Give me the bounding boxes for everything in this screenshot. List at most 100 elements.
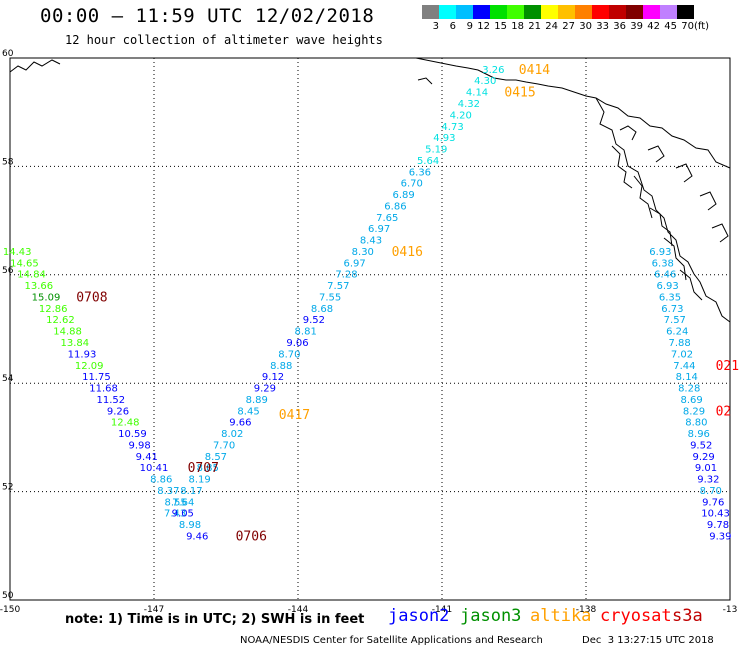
swh-value-label: 10.43: [701, 509, 730, 520]
swh-value-label: 5.19: [425, 145, 447, 156]
island-outline: [649, 207, 673, 247]
swh-value-label: 7.70: [213, 440, 235, 451]
swh-value-label: 6.24: [666, 327, 688, 338]
swh-value-label: 10.59: [118, 429, 147, 440]
swh-value-label: 8.81: [295, 327, 317, 338]
color-scale-label: 30: [579, 21, 592, 32]
color-swatch: [575, 5, 592, 19]
swh-value-label: 4.93: [433, 133, 455, 144]
swh-value-label: 8.70: [700, 486, 722, 497]
legend-entry-jason2: jason2: [388, 606, 450, 626]
swh-value-label: 8.68: [311, 304, 333, 315]
color-scale-label: 15: [494, 21, 507, 32]
swh-value-label: 8.02: [221, 429, 243, 440]
color-swatch: [558, 5, 575, 19]
lon-tick-label: -147: [144, 605, 164, 615]
swh-value-label: 5.64: [417, 156, 439, 167]
lat-tick-label: 52: [2, 483, 13, 493]
color-scale-label: 12: [477, 21, 490, 32]
island-outline: [633, 175, 653, 219]
color-swatch: [473, 5, 490, 19]
swh-value-label: 6.46: [654, 270, 676, 281]
island-outline: [611, 145, 633, 189]
swh-value-label: 15.09: [32, 292, 61, 303]
swh-value-label: 4.73: [441, 122, 463, 133]
swh-value-label: 8.85: [197, 463, 219, 474]
swh-value-label: 6.73: [661, 304, 683, 315]
swh-value-label: 8.57: [205, 452, 227, 463]
swh-value-label: 8.96: [688, 429, 710, 440]
swh-value-label: 6.97: [344, 258, 366, 269]
color-scale-label: 3: [432, 21, 439, 32]
time-marker-label: 0417: [279, 408, 310, 423]
color-swatch: [609, 5, 626, 19]
time-marker-label: 0415: [504, 86, 535, 101]
swh-value-label: 11.68: [89, 384, 118, 395]
color-scale-label: 27: [562, 21, 575, 32]
swh-value-label: 7.57: [664, 315, 686, 326]
swh-value-label: 8.30: [352, 247, 374, 258]
color-swatch: [626, 5, 643, 19]
swh-value-label: 6.70: [401, 179, 423, 190]
swh-value-label: 6.93: [649, 247, 671, 258]
swh-value-label: 6.89: [392, 190, 414, 201]
swh-value-label: 9.32: [697, 475, 719, 486]
swh-value-label: 8.86: [150, 475, 172, 486]
swh-value-label: 12.09: [75, 361, 104, 372]
color-swatch: [677, 5, 694, 19]
legend-entry-altika: altika: [530, 606, 592, 626]
swh-value-label: 6.97: [368, 224, 390, 235]
swh-value-label: 12.48: [111, 418, 140, 429]
color-scale-label: 9: [466, 21, 473, 32]
time-marker-label: 0708: [76, 290, 107, 305]
map-subtitle: 12 hour collection of altimeter wave hei…: [65, 33, 383, 47]
time-marker-label: 0706: [236, 530, 267, 545]
map-title: 00:00 – 11:59 UTC 12/02/2018: [40, 5, 375, 27]
swh-value-label: 14.88: [53, 327, 82, 338]
lat-tick-label: 60: [2, 49, 14, 59]
swh-value-label: 8.69: [680, 395, 702, 406]
color-swatch: [660, 5, 677, 19]
swh-value-label: 11.93: [68, 349, 97, 360]
swh-value-label: 14.43: [3, 247, 32, 258]
legend-entry-jason3: jason3: [460, 606, 522, 626]
map-frame: [9, 57, 731, 601]
swh-value-label: 8.29: [683, 406, 705, 417]
island-outline: [679, 269, 703, 301]
island-outline: [619, 125, 637, 141]
lon-tick-label: -141: [432, 605, 452, 615]
credit-timestamp: Dec 3 13:27:15 UTC 2018: [582, 635, 714, 646]
swh-value-label: 14.84: [17, 270, 46, 281]
swh-value-label: 9.98: [128, 440, 150, 451]
swh-value-label: 9.78: [707, 520, 729, 531]
color-scale-label: 24: [545, 21, 558, 32]
coast-detail: [417, 77, 433, 85]
swh-value-label: 9.06: [286, 338, 308, 349]
lon-tick-label: -13: [723, 605, 738, 615]
swh-value-label: 8.37: [157, 486, 179, 497]
swh-value-label: 6.38: [652, 258, 674, 269]
swh-value-label: 9.29: [254, 384, 276, 395]
lat-tick-label: 54: [2, 374, 14, 384]
lat-tick-label: 58: [2, 157, 14, 167]
swh-value-label: 13.66: [24, 281, 53, 292]
time-marker-label: 0216: [716, 359, 740, 374]
swh-value-label: 8.98: [179, 520, 201, 531]
time-marker-label: 02: [716, 404, 732, 419]
lon-tick-label: -138: [576, 605, 597, 615]
swh-value-label: 9.05: [172, 509, 194, 520]
island-outline: [699, 191, 717, 211]
swh-value-label: 8.17: [180, 486, 202, 497]
color-swatch: [490, 5, 507, 19]
swh-value-label: 11.75: [82, 372, 111, 383]
color-scale-unit: (ft): [694, 21, 710, 32]
swh-value-label: 7.64: [172, 497, 194, 508]
color-swatch: [643, 5, 660, 19]
island-outline: [711, 223, 729, 243]
color-swatch: [507, 5, 524, 19]
swh-value-label: 9.12: [262, 372, 284, 383]
swh-value-label: 8.14: [676, 372, 698, 383]
color-scale-label: 42: [647, 21, 660, 32]
